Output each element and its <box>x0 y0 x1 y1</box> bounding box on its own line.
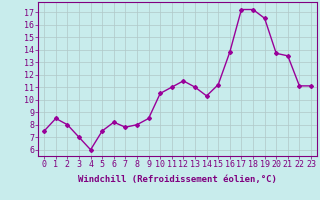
X-axis label: Windchill (Refroidissement éolien,°C): Windchill (Refroidissement éolien,°C) <box>78 175 277 184</box>
